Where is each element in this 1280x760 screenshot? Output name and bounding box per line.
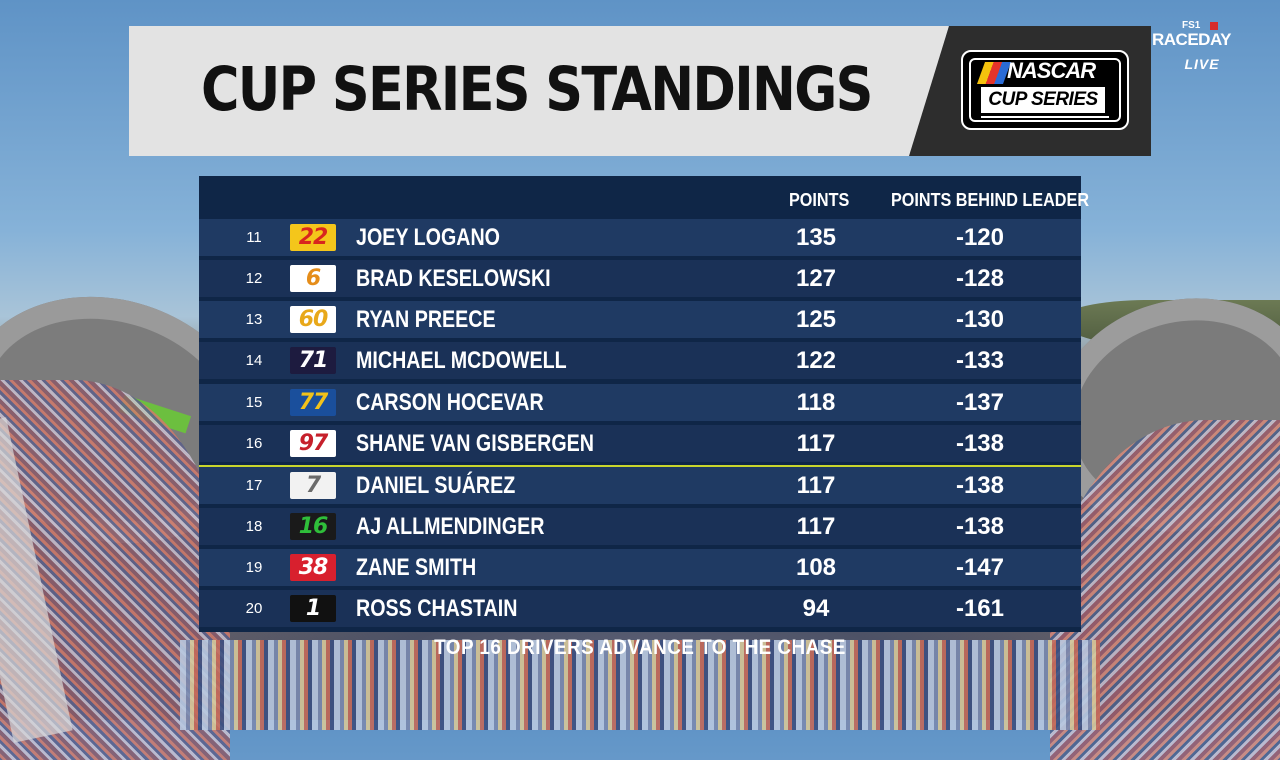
points-value: 122	[795, 347, 837, 374]
table-row: 20 1 ROSS CHASTAIN 94 -161	[199, 590, 1081, 627]
driver-name: ROSS CHASTAIN	[356, 595, 518, 622]
driver-name: MICHAEL MCDOWELL	[356, 347, 567, 374]
table-row: 16 97 SHANE VAN GISBERGEN 117 -138	[199, 425, 1081, 462]
car-number-badge: 38	[290, 554, 336, 581]
logo-rule	[981, 116, 1109, 118]
points-value: 108	[795, 554, 837, 581]
logo-box: NASCAR CUP SERIES	[909, 26, 1151, 156]
live-indicator: LIVE	[1184, 56, 1220, 72]
crowd-bottom	[180, 640, 1100, 730]
position-number: 12	[245, 270, 263, 287]
driver-name: JOEY LOGANO	[356, 224, 500, 251]
network-name: RACEDAY	[1152, 30, 1232, 49]
driver-name: ZANE SMITH	[356, 554, 477, 581]
driver-name: BRAD KESELOWSKI	[356, 265, 551, 292]
table-row: 14 71 MICHAEL MCDOWELL 122 -133	[199, 342, 1081, 379]
car-number-badge: 97	[290, 430, 336, 457]
points-value: 117	[796, 513, 836, 540]
chase-cutline	[199, 465, 1081, 467]
table-row: 17 7 DANIEL SUÁREZ 117 -138	[199, 467, 1081, 504]
driver-name: CARSON HOCEVAR	[356, 389, 544, 416]
title-box: CUP SERIES STANDINGS	[129, 26, 949, 156]
page-title: CUP SERIES STANDINGS	[201, 54, 872, 125]
points-value: 118	[796, 389, 836, 416]
car-number-badge: 60	[290, 306, 336, 333]
car-number-badge: 16	[290, 513, 336, 540]
car-number-badge: 22	[290, 224, 336, 251]
logo-inner-border	[969, 58, 1121, 122]
logo-nascar-text: NASCAR	[1007, 58, 1096, 83]
driver-name: DANIEL SUÁREZ	[356, 472, 516, 499]
stadium-background	[0, 259, 1280, 760]
points-behind-value: -133	[955, 347, 1005, 374]
car-number-badge: 1	[290, 595, 336, 622]
driver-name: SHANE VAN GISBERGEN	[356, 430, 595, 457]
car-number-badge: 7	[290, 472, 336, 499]
points-behind-value: -130	[955, 306, 1005, 333]
position-number: 13	[245, 311, 263, 328]
footer-note: TOP 16 DRIVERS ADVANCE TO THE CHASE	[434, 636, 846, 659]
position-number: 19	[245, 559, 263, 576]
network-small: FS1	[1182, 20, 1201, 31]
points-value: 135	[795, 224, 837, 251]
driver-name: AJ ALLMENDINGER	[356, 513, 545, 540]
points-behind-value: -138	[955, 430, 1005, 457]
table-row: 15 77 CARSON HOCEVAR 118 -137	[199, 384, 1081, 421]
position-number: 20	[245, 600, 263, 617]
points-value: 127	[795, 265, 837, 292]
position-number: 16	[245, 435, 263, 452]
driver-name: RYAN PREECE	[356, 306, 496, 333]
points-behind-value: -147	[955, 554, 1005, 581]
points-value: 117	[796, 430, 836, 457]
table-row: 13 60 RYAN PREECE 125 -130	[199, 301, 1081, 338]
points-value: 94	[802, 595, 830, 622]
table-row: 18 16 AJ ALLMENDINGER 117 -138	[199, 508, 1081, 545]
position-number: 11	[246, 229, 262, 246]
points-column-header: POINTS	[789, 190, 850, 210]
points-value: 117	[796, 472, 836, 499]
position-number: 14	[245, 352, 263, 369]
points-behind-value: -128	[955, 265, 1005, 292]
points-value: 125	[795, 306, 837, 333]
table-row: 11 22 JOEY LOGANO 135 -120	[199, 219, 1081, 256]
points-behind-value: -120	[955, 224, 1005, 251]
nascar-cup-logo: NASCAR CUP SERIES	[961, 50, 1129, 130]
car-number-badge: 77	[290, 389, 336, 416]
points-behind-value: -138	[955, 513, 1005, 540]
car-number-badge: 6	[290, 265, 336, 292]
position-number: 17	[245, 477, 263, 494]
points-behind-value: -138	[955, 472, 1005, 499]
network-bug: FS1 RACEDAY LIVE	[1150, 18, 1254, 74]
car-number-badge: 71	[290, 347, 336, 374]
logo-cup-text: CUP SERIES	[981, 87, 1105, 113]
points-behind-value: -161	[955, 595, 1005, 622]
table-row: 19 38 ZANE SMITH 108 -147	[199, 549, 1081, 586]
table-row: 12 6 BRAD KESELOWSKI 127 -128	[199, 260, 1081, 297]
network-accent-icon	[1210, 22, 1218, 30]
behind-column-header: POINTS BEHIND LEADER	[891, 190, 1090, 210]
position-number: 15	[245, 394, 263, 411]
points-behind-value: -137	[955, 389, 1005, 416]
position-number: 18	[245, 518, 263, 535]
standings-header: CUP SERIES STANDINGS NASCAR CUP SERIES	[129, 26, 1151, 156]
